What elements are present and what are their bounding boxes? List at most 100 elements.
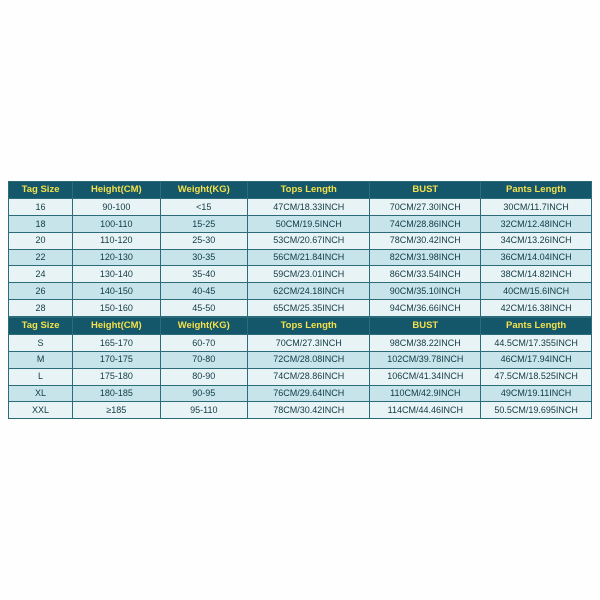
cell: XXL	[9, 402, 73, 419]
cell: 102CM/39.78INCH	[370, 351, 481, 368]
table-row: 20 110-120 25-30 53CM/20.67INCH 78CM/30.…	[9, 232, 592, 249]
cell: 42CM/16.38INCH	[481, 300, 592, 317]
cell: L	[9, 368, 73, 385]
cell: 175-180	[73, 368, 160, 385]
cell: 30CM/11.7INCH	[481, 199, 592, 216]
cell: 50CM/19.5INCH	[248, 216, 370, 233]
col-header: Tops Length	[248, 317, 370, 334]
cell: 18	[9, 216, 73, 233]
cell: 38CM/14.82INCH	[481, 266, 592, 283]
cell: 28	[9, 300, 73, 317]
cell: 20	[9, 232, 73, 249]
cell: 82CM/31.98INCH	[370, 249, 481, 266]
col-header: Height(CM)	[73, 317, 160, 334]
cell: 47CM/18.33INCH	[248, 199, 370, 216]
cell: 90-95	[160, 385, 247, 402]
cell: 53CM/20.67INCH	[248, 232, 370, 249]
cell: 165-170	[73, 335, 160, 352]
cell: 100-110	[73, 216, 160, 233]
cell: 45-50	[160, 300, 247, 317]
cell: 94CM/36.66INCH	[370, 300, 481, 317]
cell: 90-100	[73, 199, 160, 216]
cell: 130-140	[73, 266, 160, 283]
table-row: 24 130-140 35-40 59CM/23.01INCH 86CM/33.…	[9, 266, 592, 283]
cell: 26	[9, 283, 73, 300]
table-row: L 175-180 80-90 74CM/28.86INCH 106CM/41.…	[9, 368, 592, 385]
cell: 95-110	[160, 402, 247, 419]
col-header: Pants Length	[481, 181, 592, 198]
cell: 98CM/38.22INCH	[370, 335, 481, 352]
cell: 70CM/27.3INCH	[248, 335, 370, 352]
cell: 49CM/19.11INCH	[481, 385, 592, 402]
table-row: XL 180-185 90-95 76CM/29.64INCH 110CM/42…	[9, 385, 592, 402]
cell: M	[9, 351, 73, 368]
cell: 36CM/14.04INCH	[481, 249, 592, 266]
cell: 74CM/28.86INCH	[248, 368, 370, 385]
col-header: Height(CM)	[73, 181, 160, 198]
table-row: XXL ≥185 95-110 78CM/30.42INCH 114CM/44.…	[9, 402, 592, 419]
cell: 46CM/17.94INCH	[481, 351, 592, 368]
col-header: Tops Length	[248, 181, 370, 198]
cell: 16	[9, 199, 73, 216]
table-header-row: Tag Size Height(CM) Weight(KG) Tops Leng…	[9, 181, 592, 198]
cell: 76CM/29.64INCH	[248, 385, 370, 402]
cell: 56CM/21.84INCH	[248, 249, 370, 266]
col-header: Pants Length	[481, 317, 592, 334]
cell: XL	[9, 385, 73, 402]
cell: 110CM/42.9INCH	[370, 385, 481, 402]
cell: 30-35	[160, 249, 247, 266]
cell: 44.5CM/17.355INCH	[481, 335, 592, 352]
size-table-kids: Tag Size Height(CM) Weight(KG) Tops Leng…	[8, 181, 592, 317]
cell: 114CM/44.46INCH	[370, 402, 481, 419]
cell: 32CM/12.48INCH	[481, 216, 592, 233]
cell: <15	[160, 199, 247, 216]
cell: 24	[9, 266, 73, 283]
cell: S	[9, 335, 73, 352]
cell: 22	[9, 249, 73, 266]
cell: 70-80	[160, 351, 247, 368]
cell: 78CM/30.42INCH	[370, 232, 481, 249]
table-row: 28 150-160 45-50 65CM/25.35INCH 94CM/36.…	[9, 300, 592, 317]
cell: 70CM/27.30INCH	[370, 199, 481, 216]
col-header: Weight(KG)	[160, 317, 247, 334]
table-header-row: Tag Size Height(CM) Weight(KG) Tops Leng…	[9, 317, 592, 334]
table-row: M 170-175 70-80 72CM/28.08INCH 102CM/39.…	[9, 351, 592, 368]
col-header: BUST	[370, 181, 481, 198]
table-row: 26 140-150 40-45 62CM/24.18INCH 90CM/35.…	[9, 283, 592, 300]
cell: 120-130	[73, 249, 160, 266]
col-header: Weight(KG)	[160, 181, 247, 198]
cell: 170-175	[73, 351, 160, 368]
cell: 78CM/30.42INCH	[248, 402, 370, 419]
cell: 65CM/25.35INCH	[248, 300, 370, 317]
col-header: Tag Size	[9, 317, 73, 334]
size-table-adults: Tag Size Height(CM) Weight(KG) Tops Leng…	[8, 317, 592, 419]
cell: 15-25	[160, 216, 247, 233]
cell: 140-150	[73, 283, 160, 300]
cell: 59CM/23.01INCH	[248, 266, 370, 283]
cell: 35-40	[160, 266, 247, 283]
cell: 40-45	[160, 283, 247, 300]
table-row: 22 120-130 30-35 56CM/21.84INCH 82CM/31.…	[9, 249, 592, 266]
cell: 90CM/35.10INCH	[370, 283, 481, 300]
table-row: 18 100-110 15-25 50CM/19.5INCH 74CM/28.8…	[9, 216, 592, 233]
cell: 74CM/28.86INCH	[370, 216, 481, 233]
cell: 50.5CM/19.695INCH	[481, 402, 592, 419]
table-row: S 165-170 60-70 70CM/27.3INCH 98CM/38.22…	[9, 335, 592, 352]
cell: 86CM/33.54INCH	[370, 266, 481, 283]
cell: 60-70	[160, 335, 247, 352]
cell: 110-120	[73, 232, 160, 249]
cell: 106CM/41.34INCH	[370, 368, 481, 385]
col-header: Tag Size	[9, 181, 73, 198]
cell: 47.5CM/18.525INCH	[481, 368, 592, 385]
cell: 72CM/28.08INCH	[248, 351, 370, 368]
cell: 25-30	[160, 232, 247, 249]
cell: 180-185	[73, 385, 160, 402]
cell: 80-90	[160, 368, 247, 385]
size-chart-container: Tag Size Height(CM) Weight(KG) Tops Leng…	[8, 181, 592, 419]
table-row: 16 90-100 <15 47CM/18.33INCH 70CM/27.30I…	[9, 199, 592, 216]
cell: 34CM/13.26INCH	[481, 232, 592, 249]
cell: 150-160	[73, 300, 160, 317]
cell: 40CM/15.6INCH	[481, 283, 592, 300]
col-header: BUST	[370, 317, 481, 334]
cell: 62CM/24.18INCH	[248, 283, 370, 300]
